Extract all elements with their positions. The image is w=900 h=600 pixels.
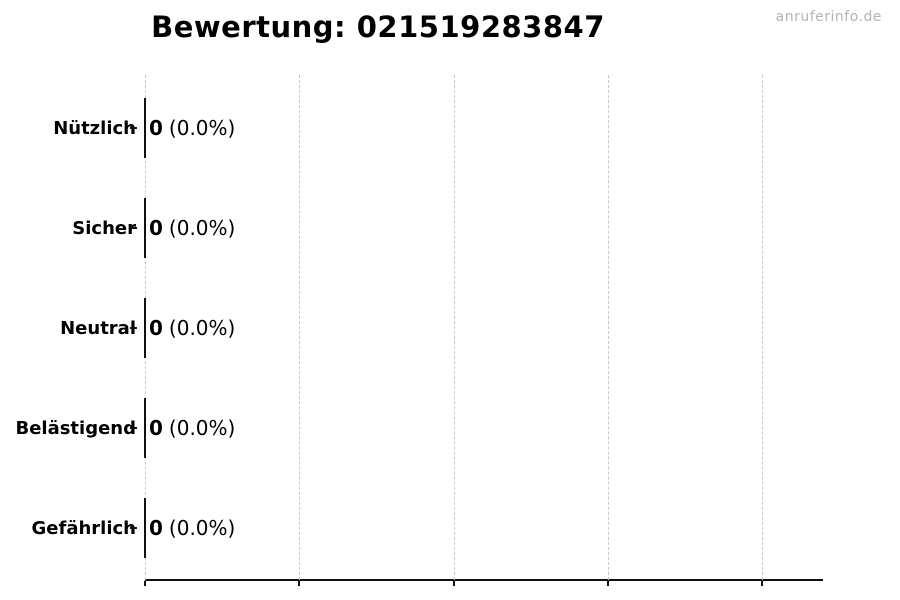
chart-title: Bewertung: 021519283847 [151, 10, 605, 44]
category-row: Belästigend 0 (0.0%) [0, 378, 900, 478]
zero-value-bar [144, 398, 146, 458]
y-tick-mark [130, 227, 137, 229]
x-gridline [299, 75, 301, 580]
value-annotation: 0 (0.0%) [149, 178, 235, 278]
category-row: Sicher 0 (0.0%) [0, 178, 900, 278]
zero-value-bar [144, 298, 146, 358]
category-label: Belästigend [15, 417, 136, 439]
x-tick-mark [452, 581, 455, 586]
category-label: Gefährlich [31, 517, 136, 539]
value-percent: (0.0%) [168, 416, 236, 440]
category-row: Nützlich 0 (0.0%) [0, 78, 900, 178]
value-annotation: 0 (0.0%) [149, 378, 235, 478]
value-percent: (0.0%) [168, 116, 236, 140]
category-row: Gefährlich 0 (0.0%) [0, 478, 900, 578]
y-tick-mark [130, 127, 137, 129]
category-label: Nützlich [53, 117, 136, 139]
value-count: 0 [149, 516, 163, 540]
value-percent: (0.0%) [168, 316, 236, 340]
x-tick-mark [606, 581, 609, 586]
category-label: Neutral [60, 317, 136, 339]
zero-value-bar [144, 498, 146, 558]
x-gridline [762, 75, 763, 580]
value-count: 0 [149, 416, 163, 440]
value-count: 0 [149, 216, 163, 240]
value-percent: (0.0%) [168, 516, 236, 540]
zero-value-bar [144, 98, 146, 158]
category-label: Sicher [72, 217, 136, 239]
x-gridline [453, 75, 455, 580]
value-annotation: 0 (0.0%) [149, 278, 235, 378]
x-tick-mark [761, 581, 763, 586]
category-row: Neutral 0 (0.0%) [0, 278, 900, 378]
x-tick-mark [298, 581, 301, 586]
value-percent: (0.0%) [168, 216, 236, 240]
x-tick-mark [144, 581, 146, 586]
x-axis-line [145, 579, 823, 581]
y-tick-mark [130, 327, 137, 329]
value-annotation: 0 (0.0%) [149, 478, 235, 578]
y-tick-mark [130, 427, 137, 429]
y-tick-mark [130, 527, 137, 529]
value-annotation: 0 (0.0%) [149, 78, 235, 178]
x-gridline [607, 75, 609, 580]
zero-value-bar [144, 198, 146, 258]
watermark-text: anruferinfo.de [775, 9, 882, 25]
value-count: 0 [149, 116, 163, 140]
value-count: 0 [149, 316, 163, 340]
